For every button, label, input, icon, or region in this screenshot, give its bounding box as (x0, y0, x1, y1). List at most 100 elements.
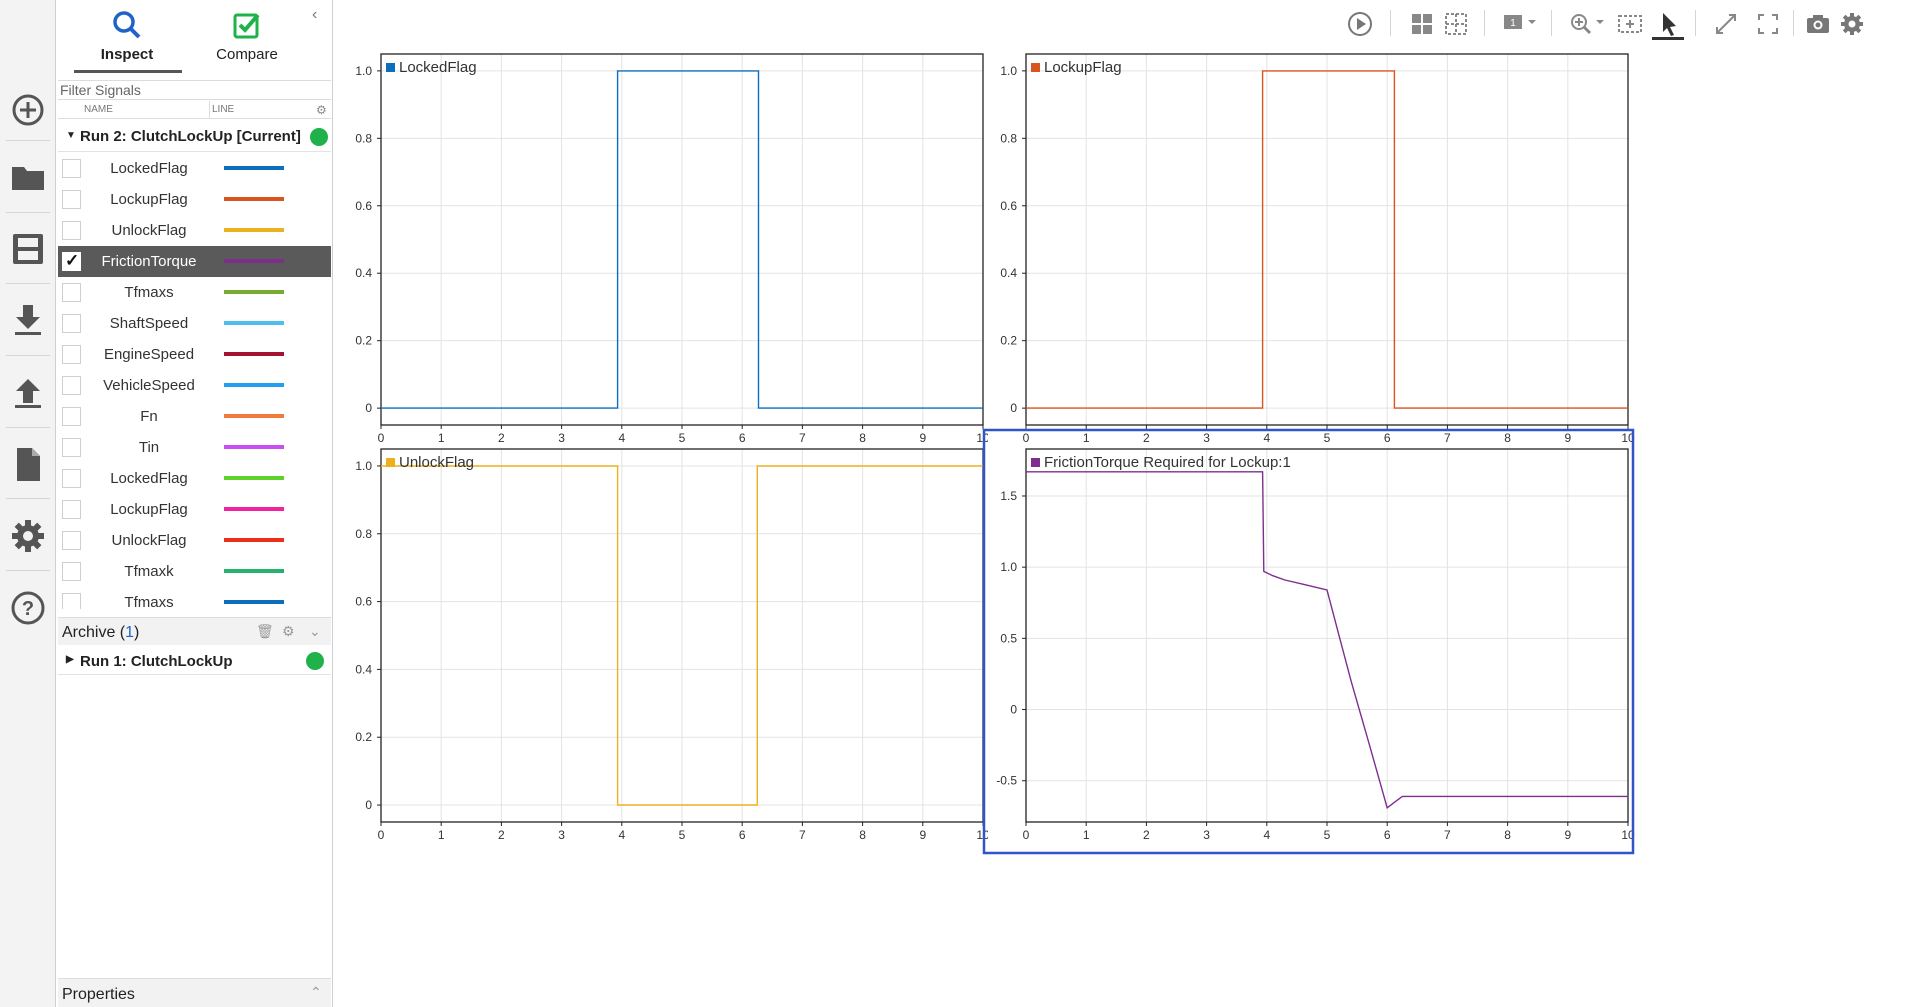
archive-settings-gear-icon[interactable]: ⚙ (282, 623, 295, 639)
tab-inspect-label: Inspect (100, 46, 154, 63)
signal-line-swatch[interactable] (224, 476, 284, 480)
zoom-in-icon[interactable] (1566, 8, 1610, 40)
signal-checkbox[interactable] (62, 562, 81, 581)
signal-checkbox[interactable] (62, 283, 81, 302)
snapshot-icon[interactable] (1802, 8, 1834, 40)
fit-to-view-icon[interactable] (1710, 8, 1742, 40)
signal-checkbox[interactable] (62, 159, 81, 178)
x-tick-label: 1 (1083, 828, 1090, 842)
plot-panel[interactable]: 0 1 2 3 4 5 6 7 8 9 10-0.500.51.01.5FrictionTorque… (924, 428, 1918, 1007)
signal-line-swatch[interactable] (224, 538, 284, 542)
signal-checkbox[interactable] (62, 221, 81, 240)
filter-signals-input[interactable] (58, 80, 331, 100)
signal-row[interactable]: LockupFlag (58, 184, 331, 215)
properties-header[interactable]: Properties ⌃ (58, 978, 331, 1007)
signal-row[interactable]: Tfmaxk (58, 556, 331, 587)
signal-line-swatch[interactable] (224, 228, 284, 232)
signal-row[interactable]: UnlockFlag (58, 215, 331, 246)
trash-icon[interactable]: 🗑 (256, 623, 274, 639)
signal-row[interactable]: LockedFlag (58, 463, 331, 494)
archive-run-row[interactable]: ▶ Run 1: ClutchLockUp (58, 647, 331, 675)
y-tick-label: 0.8 (355, 131, 372, 145)
current-run-row[interactable]: ▼ Run 2: ClutchLockUp [Current] (58, 122, 331, 152)
signals-panel: Inspect Compare ‹ NAME LINE ⚙ ▼ Run 2: C… (56, 0, 333, 1007)
signal-line-swatch[interactable] (224, 414, 284, 418)
cursor-icon[interactable] (1652, 8, 1684, 40)
x-tick-label: 0 (378, 431, 385, 445)
signal-row[interactable]: LockedFlag (58, 153, 331, 184)
signal-checkbox[interactable] (62, 345, 81, 364)
x-tick-label: 1 (438, 431, 445, 445)
chevron-up-icon[interactable]: ⌃ (310, 984, 322, 1000)
x-tick-label: 4 (1263, 431, 1270, 445)
signal-checkbox[interactable] (62, 314, 81, 333)
signal-checkbox[interactable]: ✓ (62, 251, 81, 271)
import-download-icon[interactable] (6, 298, 50, 342)
signal-row[interactable]: EngineSpeed (58, 339, 331, 370)
signal-line-swatch[interactable] (224, 290, 284, 294)
collapse-panel-icon[interactable]: ‹ (312, 6, 318, 23)
signal-checkbox[interactable] (62, 531, 81, 550)
signal-line-swatch[interactable] (224, 166, 284, 170)
export-upload-icon[interactable] (6, 370, 50, 414)
signal-line-swatch[interactable] (224, 259, 284, 263)
x-tick-label: 3 (1203, 431, 1210, 445)
signal-row[interactable]: VehicleSpeed (58, 370, 331, 401)
subplot-select-icon[interactable]: 1 (1500, 8, 1544, 40)
signal-row[interactable]: Tfmaxs (58, 277, 331, 308)
signal-line-swatch[interactable] (224, 352, 284, 356)
new-session-icon[interactable] (6, 88, 50, 132)
signal-line-swatch[interactable] (224, 321, 284, 325)
svg-text:?: ? (22, 598, 34, 620)
save-icon[interactable] (6, 227, 50, 271)
preferences-gear-icon[interactable] (6, 514, 50, 558)
archive-header[interactable]: Archive (1) 🗑 ⚙ ⌄ (58, 617, 331, 645)
expand-caret-icon[interactable]: ▼ (66, 130, 76, 141)
zoom-box-icon[interactable] (1614, 8, 1646, 40)
signal-row[interactable]: Tfmaxs (58, 587, 331, 609)
y-tick-label: 1.0 (1000, 560, 1017, 574)
selected-plot-highlight (982, 428, 1635, 855)
help-icon[interactable]: ? (6, 586, 50, 630)
tab-inspect[interactable]: Inspect (72, 8, 182, 68)
x-tick-label: 8 (859, 828, 866, 842)
signal-row[interactable]: LockupFlag (58, 494, 331, 525)
signal-checkbox[interactable] (62, 190, 81, 209)
signal-checkbox[interactable] (62, 407, 81, 426)
x-tick-label: 9 (919, 828, 926, 842)
signal-line-swatch[interactable] (224, 507, 284, 511)
plot-panel[interactable]: 0 1 2 3 4 5 6 7 8 9 10 0 0.2 0.4 0.6 0.8 1.0 LockupFlag (988, 44, 1635, 454)
settings-icon[interactable] (1836, 8, 1868, 40)
tab-compare[interactable]: Compare (192, 8, 302, 68)
subplot-icon[interactable] (1440, 8, 1472, 40)
signal-row[interactable]: Tin (58, 432, 331, 463)
signal-row[interactable]: Fn (58, 401, 331, 432)
signal-checkbox[interactable] (62, 376, 81, 395)
signal-line-swatch[interactable] (224, 600, 284, 604)
signal-row[interactable]: UnlockFlag (58, 525, 331, 556)
signal-line-swatch[interactable] (224, 445, 284, 449)
x-tick-label: 3 (1203, 828, 1210, 842)
x-tick-label: 5 (1324, 828, 1331, 842)
signal-name: Tin (138, 439, 160, 456)
signal-name: VehicleSpeed (103, 377, 195, 394)
fullscreen-icon[interactable] (1752, 8, 1784, 40)
chevron-down-icon[interactable]: ⌄ (309, 623, 321, 639)
signal-checkbox[interactable] (62, 593, 81, 609)
report-document-icon[interactable] (6, 442, 50, 486)
signal-row[interactable]: ✓ FrictionTorque (58, 246, 331, 277)
open-folder-icon[interactable] (6, 156, 50, 200)
layout-grid-icon[interactable] (1406, 8, 1438, 40)
signal-line-swatch[interactable] (224, 569, 284, 573)
play-icon[interactable] (1344, 8, 1376, 40)
signal-line-swatch[interactable] (224, 197, 284, 201)
signal-checkbox[interactable] (62, 438, 81, 457)
column-settings-gear-icon[interactable]: ⚙ (316, 103, 327, 117)
signal-checkbox[interactable] (62, 469, 81, 488)
signal-line-swatch[interactable] (224, 383, 284, 387)
signal-row[interactable]: ShaftSpeed (58, 308, 331, 339)
expand-caret-icon[interactable]: ▶ (66, 654, 74, 665)
signal-checkbox[interactable] (62, 500, 81, 519)
